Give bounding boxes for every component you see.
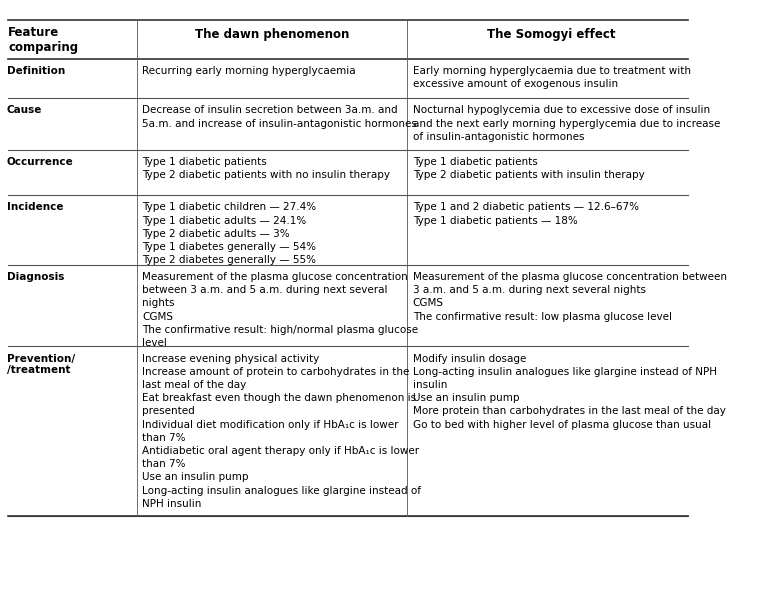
Text: Early morning hyperglycaemia due to treatment with
excessive amount of exogenous: Early morning hyperglycaemia due to trea… <box>412 66 690 89</box>
Text: Type 1 and 2 diabetic patients — 12.6–67%
Type 1 diabetic patients — 18%: Type 1 and 2 diabetic patients — 12.6–67… <box>412 202 639 226</box>
Text: Occurrence: Occurrence <box>7 157 74 167</box>
Text: The Somogyi effect: The Somogyi effect <box>487 28 615 41</box>
Text: Nocturnal hypoglycemia due to excessive dose of insulin
and the next early morni: Nocturnal hypoglycemia due to excessive … <box>412 105 720 142</box>
Text: The dawn phenomenon: The dawn phenomenon <box>194 28 349 41</box>
Text: Prevention/
/treatment: Prevention/ /treatment <box>7 354 75 375</box>
Text: Increase evening physical activity
Increase amount of protein to carbohydrates i: Increase evening physical activity Incre… <box>142 354 421 509</box>
Text: Recurring early morning hyperglycaemia: Recurring early morning hyperglycaemia <box>142 66 356 76</box>
Text: Measurement of the plasma glucose concentration between
3 a.m. and 5 a.m. during: Measurement of the plasma glucose concen… <box>412 272 727 322</box>
Text: Feature
comparing: Feature comparing <box>8 26 78 54</box>
Text: Decrease of insulin secretion between 3a.m. and
5a.m. and increase of insulin-an: Decrease of insulin secretion between 3a… <box>142 105 417 129</box>
Text: Definition: Definition <box>7 66 65 76</box>
Text: Type 1 diabetic patients
Type 2 diabetic patients with no insulin therapy: Type 1 diabetic patients Type 2 diabetic… <box>142 157 390 180</box>
Text: Cause: Cause <box>7 105 42 116</box>
Text: Type 1 diabetic patients
Type 2 diabetic patients with insulin therapy: Type 1 diabetic patients Type 2 diabetic… <box>412 157 644 180</box>
Text: Incidence: Incidence <box>7 202 64 212</box>
Text: Measurement of the plasma glucose concentration
between 3 a.m. and 5 a.m. during: Measurement of the plasma glucose concen… <box>142 272 419 348</box>
Text: Modify insulin dosage
Long-acting insulin analogues like glargine instead of NPH: Modify insulin dosage Long-acting insuli… <box>412 354 726 430</box>
Text: Type 1 diabetic children — 27.4%
Type 1 diabetic adults — 24.1%
Type 2 diabetic : Type 1 diabetic children — 27.4% Type 1 … <box>142 202 316 265</box>
Text: Diagnosis: Diagnosis <box>7 272 65 282</box>
